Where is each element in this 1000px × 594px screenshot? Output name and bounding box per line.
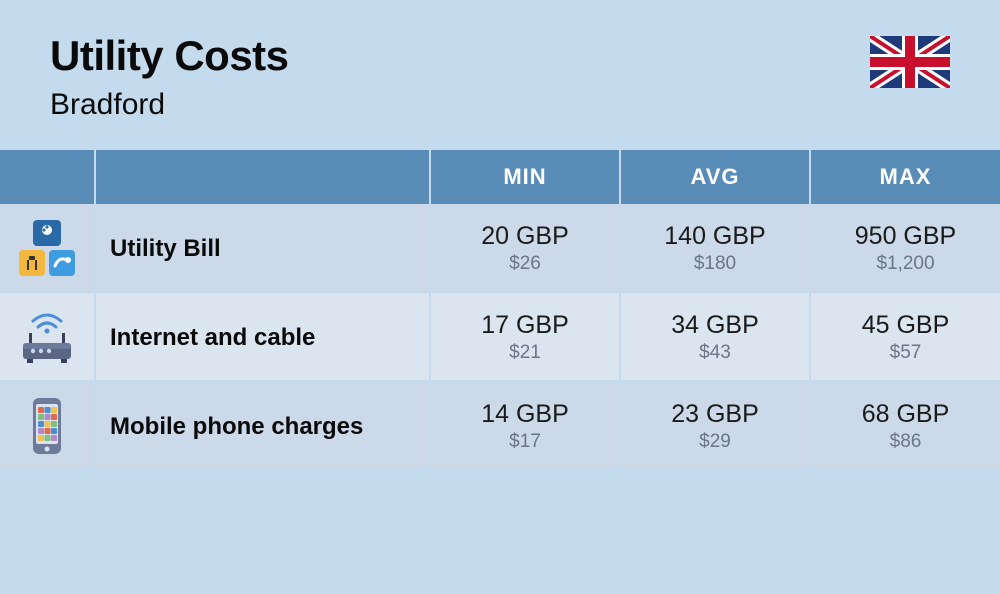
cell-min: 20 GBP $26 [430, 204, 620, 292]
cell-max: 68 GBP $86 [810, 381, 1000, 470]
value-primary: 17 GBP [431, 311, 619, 340]
value-primary: 140 GBP [621, 222, 809, 251]
row-icon-cell [0, 204, 95, 292]
table-header-max: MAX [810, 150, 1000, 204]
row-icon-cell [0, 292, 95, 381]
value-secondary: $29 [621, 431, 809, 453]
page-subtitle: Bradford [50, 88, 289, 122]
cell-max: 45 GBP $57 [810, 292, 1000, 381]
table-row: Internet and cable 17 GBP $21 34 GBP $43… [0, 292, 1000, 381]
value-secondary: $86 [811, 431, 1000, 453]
value-secondary: $21 [431, 342, 619, 364]
value-secondary: $17 [431, 431, 619, 453]
utility-bill-icon [15, 216, 79, 280]
table-header-row: MIN AVG MAX [0, 150, 1000, 204]
value-secondary: $26 [431, 253, 619, 275]
page-title: Utility Costs [50, 32, 289, 80]
value-primary: 20 GBP [431, 222, 619, 251]
value-primary: 950 GBP [811, 222, 1000, 251]
row-label: Mobile phone charges [95, 381, 430, 470]
value-primary: 34 GBP [621, 311, 809, 340]
table-header-avg: AVG [620, 150, 810, 204]
table-row: Utility Bill 20 GBP $26 140 GBP $180 950… [0, 204, 1000, 292]
value-primary: 23 GBP [621, 400, 809, 429]
utility-cost-table: MIN AVG MAX Utility Bill [0, 150, 1000, 471]
title-block: Utility Costs Bradford [50, 32, 289, 122]
row-icon-cell [0, 381, 95, 470]
table-header-min: MIN [430, 150, 620, 204]
value-secondary: $180 [621, 253, 809, 275]
router-icon [15, 305, 79, 369]
table-row: Mobile phone charges 14 GBP $17 23 GBP $… [0, 381, 1000, 470]
value-secondary: $43 [621, 342, 809, 364]
row-label: Utility Bill [95, 204, 430, 292]
table-header-icon [0, 150, 95, 204]
cell-min: 14 GBP $17 [430, 381, 620, 470]
cell-avg: 23 GBP $29 [620, 381, 810, 470]
cell-max: 950 GBP $1,200 [810, 204, 1000, 292]
row-label: Internet and cable [95, 292, 430, 381]
cell-avg: 34 GBP $43 [620, 292, 810, 381]
value-primary: 68 GBP [811, 400, 1000, 429]
value-secondary: $1,200 [811, 253, 1000, 275]
value-primary: 45 GBP [811, 311, 1000, 340]
cell-avg: 140 GBP $180 [620, 204, 810, 292]
value-primary: 14 GBP [431, 400, 619, 429]
uk-flag-icon [870, 36, 950, 88]
table-header-label [95, 150, 430, 204]
mobile-phone-icon [15, 394, 79, 458]
header: Utility Costs Bradford [0, 0, 1000, 150]
cell-min: 17 GBP $21 [430, 292, 620, 381]
value-secondary: $57 [811, 342, 1000, 364]
